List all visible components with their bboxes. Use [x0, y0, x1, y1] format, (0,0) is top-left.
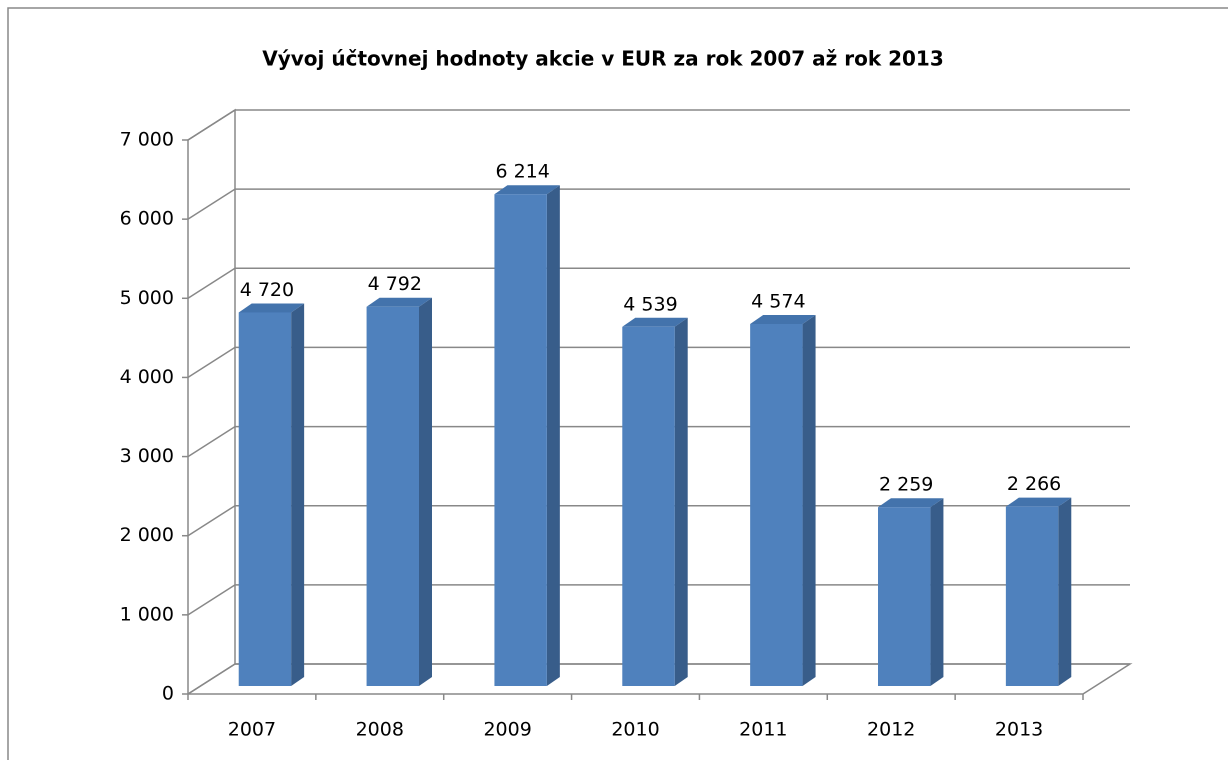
grid-line: [187, 188, 236, 220]
bar: [1005, 506, 1059, 686]
y-tick-label: 2 000: [120, 524, 174, 546]
x-tick-label: 2012: [867, 719, 915, 741]
data-label: 6 214: [495, 161, 549, 183]
y-tick-label: 5 000: [120, 287, 174, 309]
chart-title: Vývoj účtovnej hodnoty akcie v EUR za ro…: [262, 47, 944, 71]
x-tick-label: 2009: [483, 719, 531, 741]
bar-side: [930, 498, 944, 686]
bar: [878, 507, 931, 686]
bar-side: [546, 185, 560, 686]
x-tick-label: 2007: [228, 719, 276, 741]
bar: [494, 194, 547, 686]
grid-line: [187, 267, 236, 299]
bar-top: [750, 315, 816, 325]
y-tick-label: 4 000: [120, 366, 174, 388]
data-label: 4 539: [623, 293, 677, 315]
grid-line: [187, 584, 236, 616]
bar: [622, 326, 675, 686]
y-tick-label: 6 000: [120, 208, 174, 230]
data-label: 2 259: [879, 474, 933, 496]
bar-top: [622, 317, 688, 327]
bar-side: [291, 303, 305, 686]
bar-top: [366, 297, 432, 307]
bar-side: [674, 317, 688, 686]
y-tick-label: 3 000: [120, 445, 174, 467]
y-tick-label: 1 000: [120, 603, 174, 625]
bar-side: [1058, 497, 1072, 686]
x-tick-label: 2013: [995, 719, 1043, 741]
grid-line: [187, 663, 236, 695]
grid-line: [187, 425, 236, 458]
data-label: 4 574: [751, 291, 805, 313]
left-wall: [187, 108, 236, 695]
bar: [366, 306, 419, 686]
grid-line: [187, 505, 236, 537]
data-label: 4 792: [368, 273, 422, 295]
grid-line: [187, 109, 236, 141]
x-tick-label: 2008: [356, 719, 404, 741]
data-label: 4 720: [240, 279, 294, 301]
bar-top: [1005, 497, 1072, 507]
bar: [750, 324, 803, 686]
y-tick-label: 7 000: [120, 129, 174, 151]
x-tick-label: 2010: [611, 719, 659, 741]
bar-top: [238, 303, 305, 313]
grid-line: [187, 346, 236, 379]
data-label: 2 266: [1007, 473, 1061, 495]
bar-side: [418, 297, 432, 686]
bar: [238, 312, 292, 686]
bar-top: [494, 185, 560, 195]
y-tick-label: 0: [162, 683, 174, 705]
x-tick-label: 2011: [739, 719, 787, 741]
bar-top: [878, 498, 944, 508]
chart-frame: [7, 7, 1228, 760]
bar-side: [802, 315, 816, 686]
